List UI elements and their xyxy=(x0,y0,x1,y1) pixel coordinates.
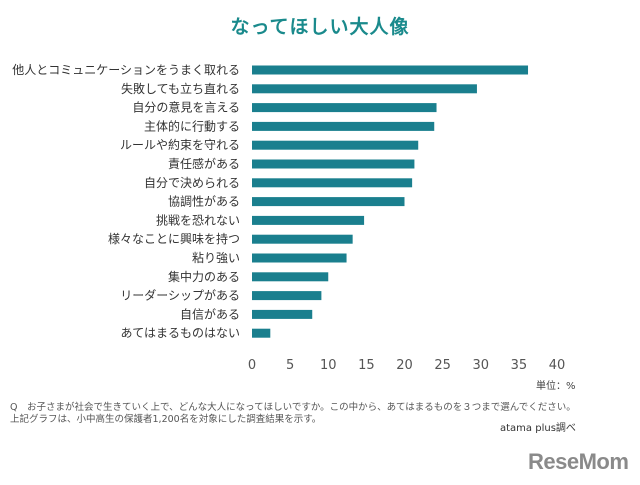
chart-title: なってほしい大人像 xyxy=(230,16,410,38)
category-label-2: 失敗しても立ち直れる xyxy=(121,81,240,96)
x-tick-label-40: 40 xyxy=(549,358,566,373)
x-tick-label-35: 35 xyxy=(511,358,528,373)
category-label-13: リーダーシップがある xyxy=(120,288,240,303)
x-tick-label-25: 25 xyxy=(434,358,451,373)
source-note: 上記グラフは、小中高生の保護者1,200名を対象にした調査結果を示す。 xyxy=(10,414,322,425)
bar-1 xyxy=(252,65,529,75)
x-tick-label-15: 15 xyxy=(358,358,375,373)
x-tick-label-30: 30 xyxy=(472,358,489,373)
bar-8 xyxy=(252,197,405,207)
category-label-11: 粘り強い xyxy=(192,250,240,265)
bar-3 xyxy=(252,103,437,113)
category-label-5: ルールや約束を守れる xyxy=(120,137,240,152)
category-label-3: 自分の意見を言える xyxy=(132,100,240,115)
x-tick-label-20: 20 xyxy=(396,358,413,373)
bar-7 xyxy=(252,178,413,188)
category-label-10: 様々なことに興味を持つ xyxy=(108,231,240,246)
bar-2 xyxy=(252,84,477,94)
question-note: Q お子さまが社会で生きていく上で、どんな大人になってほしいですか。この中から、… xyxy=(10,402,576,413)
bar-5 xyxy=(252,140,419,150)
category-label-8: 協調性がある xyxy=(168,194,240,209)
x-tick-label-0: 0 xyxy=(248,358,256,373)
unit-label: 単位：% xyxy=(536,381,576,392)
bar-13 xyxy=(252,291,322,301)
category-label-12: 集中力のある xyxy=(168,269,240,284)
category-label-7: 自分で決められる xyxy=(144,176,240,190)
category-label-14: 自信がある xyxy=(180,306,240,321)
bar-15 xyxy=(252,328,271,338)
bar-14 xyxy=(252,309,313,319)
category-label-15: あてはまるものはない xyxy=(120,326,240,340)
category-label-9: 挑戦を恐れない xyxy=(156,213,240,227)
category-label-1: 他人とコミュニケーションをうまく取れる xyxy=(12,63,240,77)
survey-credit: atama plus調べ xyxy=(500,423,576,434)
bar-6 xyxy=(252,159,415,169)
x-tick-label-5: 5 xyxy=(286,358,294,373)
bar-10 xyxy=(252,234,353,244)
category-label-4: 主体的に行動する xyxy=(144,118,240,133)
bar-4 xyxy=(252,121,435,131)
resemom-logo: ReseMom xyxy=(528,449,629,474)
x-tick-label-10: 10 xyxy=(320,358,337,373)
bar-11 xyxy=(252,253,347,263)
category-label-6: 責任感がある xyxy=(168,156,240,171)
bar-9 xyxy=(252,215,365,225)
bar-12 xyxy=(252,272,329,282)
